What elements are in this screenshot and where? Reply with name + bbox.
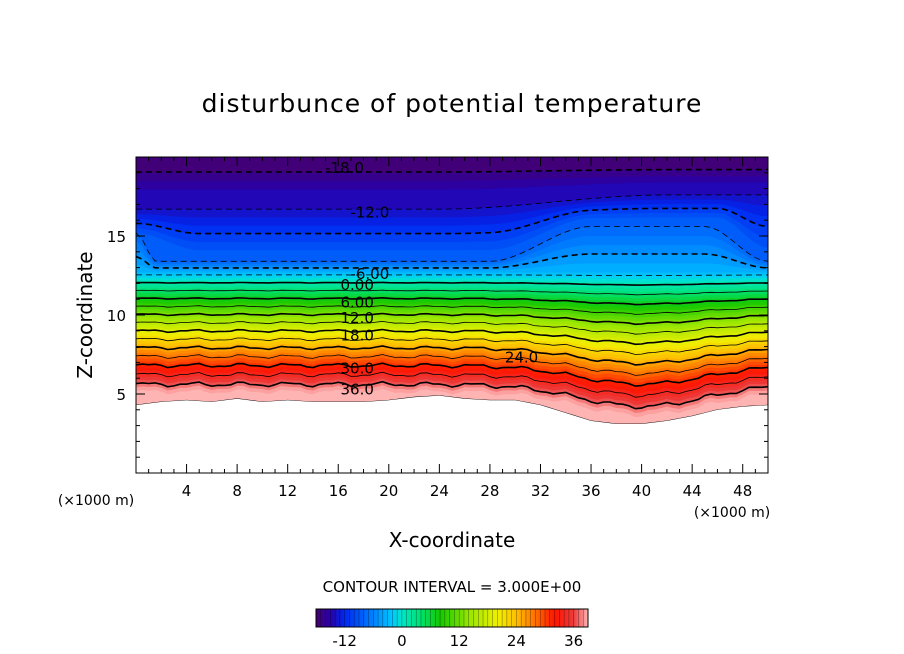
terrain-mask: [136, 395, 768, 473]
contour-label: -12.0: [350, 203, 389, 221]
contour-label: 24.0: [505, 349, 538, 367]
contour-line: [136, 168, 768, 173]
contour-line: [136, 380, 768, 410]
contour-label-text: -12.0: [350, 203, 389, 221]
contour-label-text: 30.0: [340, 360, 373, 378]
contour-line: [136, 320, 768, 335]
contour-label: 12.0: [340, 309, 373, 327]
contour-label-text: -6.00: [350, 265, 389, 283]
contour-line: [136, 207, 768, 235]
colorbar-tick-label: 12: [450, 632, 469, 650]
contour-label-text: 12.0: [340, 309, 373, 327]
colorbar-tick-label: 0: [397, 632, 407, 650]
y-axis-label: Z-coordinate: [73, 251, 97, 378]
colorbar-ticks: -12 0 12 24 36: [332, 632, 583, 650]
x-tick-label: 44: [683, 482, 702, 500]
y-unit-label: (×1000 m): [58, 493, 134, 509]
contour-label-text: -18.0: [325, 159, 364, 177]
x-tick-label: 8: [232, 482, 242, 500]
x-tick-label: 40: [632, 482, 651, 500]
contour-interval-text: CONTOUR INTERVAL = 3.000E+00: [323, 578, 582, 596]
colorbar-gradient: [315, 608, 589, 628]
contour-label: -6.00: [350, 265, 389, 283]
x-tick-label: 48: [733, 482, 752, 500]
contour-label: -18.0: [325, 159, 364, 177]
y-tick-label: 10: [107, 307, 126, 325]
contour-label: 18.0: [340, 327, 373, 345]
contour-label-text: 36.0: [340, 380, 373, 398]
contour-line: [136, 345, 768, 366]
contour-line: [136, 312, 768, 326]
x-tick-label: 16: [329, 482, 348, 500]
contour-label-text: 6.00: [340, 293, 373, 311]
x-tick-label: 4: [182, 482, 192, 500]
contour-line: [136, 354, 768, 376]
contour-label: 36.0: [340, 380, 373, 398]
contour-label: 30.0: [340, 360, 373, 378]
contour-line: [136, 362, 768, 387]
contour-line: [136, 296, 768, 306]
x-axis-label: X-coordinate: [389, 528, 516, 552]
contour-line: [136, 305, 768, 315]
colorbar-tick-label: -12: [332, 632, 357, 650]
terrain: [136, 395, 768, 473]
x-tick-label: 36: [581, 482, 600, 500]
chart-title: disturbunce of potential temperature: [202, 89, 703, 118]
colorbar: -12 0 12 24 36: [315, 608, 589, 650]
contour-line: [136, 289, 768, 296]
contour-label: 0.00: [340, 276, 373, 294]
x-tick-label: 12: [278, 482, 297, 500]
x-tick-label: 24: [430, 482, 449, 500]
colorbar-tick-label: 24: [507, 632, 526, 650]
x-tick-label: 32: [531, 482, 550, 500]
contour-line: [136, 194, 768, 210]
contour-line: [136, 226, 768, 262]
contour-label: 6.00: [340, 293, 373, 311]
contour-line: [136, 281, 768, 286]
contour-line: [136, 253, 768, 269]
contour-line: [136, 371, 768, 398]
contour-line: [136, 274, 768, 276]
x-tick-label: 20: [379, 482, 398, 500]
colorbar-dividers: [320, 609, 584, 627]
contour-line: [136, 337, 768, 355]
contour-label-text: 24.0: [505, 349, 538, 367]
contour-label-text: 18.0: [340, 327, 373, 345]
x-tick-label: 28: [480, 482, 499, 500]
contour-label-text: 0.00: [340, 276, 373, 294]
colorbar-tick-label: 36: [564, 632, 583, 650]
y-tick-label: 5: [116, 386, 126, 404]
contour-line: [136, 328, 768, 346]
x-unit-label: (×1000 m): [694, 505, 770, 521]
y-tick-label: 15: [107, 228, 126, 246]
